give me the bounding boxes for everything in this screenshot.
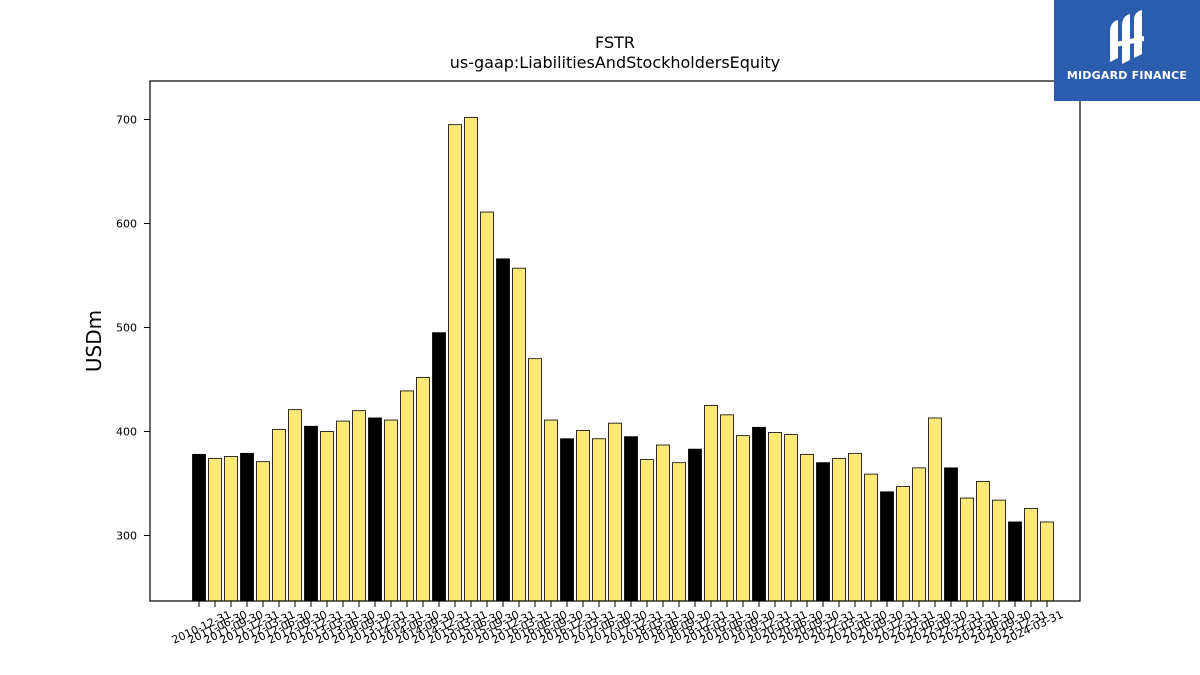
- bar-2011-03-31: [208, 458, 222, 602]
- bar-2023-03-31: [976, 480, 990, 602]
- bar-2011-09-30: [240, 452, 254, 602]
- bar-2023-06-30: [992, 499, 1006, 602]
- bar-2013-03-31: [336, 420, 350, 602]
- bar-2019-03-31: [720, 414, 734, 602]
- bar-2014-09-30: [432, 332, 446, 602]
- bar-2017-09-30: [624, 436, 638, 602]
- bar-2015-06-30: [480, 211, 494, 602]
- bar-2011-12-31: [256, 461, 270, 602]
- midgard-logo-icon: [1110, 10, 1144, 64]
- bar-2013-06-30: [352, 410, 366, 602]
- bar-2023-12-31: [1024, 508, 1038, 602]
- bar-2020-12-31: [832, 458, 846, 602]
- bar-2022-09-30: [944, 467, 958, 602]
- bar-2016-03-31: [528, 358, 542, 602]
- y-tick-label-600: 600: [116, 217, 137, 230]
- bar-2020-06-30: [800, 453, 814, 602]
- brand-logo: MIDGARD FINANCE: [1054, 0, 1200, 101]
- bar-2017-06-30: [608, 422, 622, 602]
- y-axis: 300 400 500 600 700: [116, 113, 150, 542]
- bar-2014-12-31: [448, 124, 462, 602]
- bar-2015-03-31: [464, 117, 478, 602]
- bar-2017-03-31: [592, 438, 606, 602]
- bar-2012-12-31: [320, 431, 334, 602]
- bar-2012-06-30: [288, 409, 302, 602]
- bar-2017-12-31: [640, 459, 654, 602]
- bar-2019-06-30: [736, 435, 750, 602]
- bar-2022-06-30: [928, 417, 942, 602]
- bar-2024-03-31: [1040, 521, 1054, 602]
- y-tick-label-400: 400: [116, 425, 137, 438]
- bar-2014-06-30: [416, 376, 430, 602]
- bar-2020-03-31: [784, 434, 798, 602]
- chart-title: FSTR: [595, 33, 635, 52]
- bar-2018-06-30: [672, 462, 686, 602]
- x-axis: 2010-12-312011-06-302011-09-302011-12-31…: [170, 601, 1065, 647]
- bar-2018-09-30: [688, 448, 702, 602]
- plot-frame: [149, 80, 1081, 602]
- bar-2019-09-30: [752, 426, 766, 602]
- bar-2020-09-30: [816, 462, 830, 602]
- bar-2014-03-31: [400, 390, 414, 602]
- bar-2016-12-31: [576, 430, 590, 602]
- bar-2022-03-31: [912, 467, 926, 602]
- bar-2013-09-30: [368, 417, 382, 602]
- bars-group: [192, 117, 1054, 602]
- bar-2021-03-31: [848, 452, 862, 602]
- bar-2018-12-31: [704, 405, 718, 602]
- bar-2016-06-30: [544, 419, 558, 602]
- bar-2011-06-30: [224, 456, 238, 602]
- bar-2015-12-31: [512, 267, 526, 602]
- bar-2021-06-30: [864, 473, 878, 602]
- bar-2018-03-31: [656, 444, 670, 602]
- bar-2012-09-30: [304, 425, 318, 602]
- bar-2021-12-31: [896, 486, 910, 602]
- bar-2012-03-31: [272, 428, 286, 602]
- bar-2015-09-30: [496, 258, 510, 602]
- bar-2013-12-31: [384, 419, 398, 602]
- bar-2016-09-30: [560, 438, 574, 602]
- chart-subtitle: us-gaap:LiabilitiesAndStockholdersEquity: [450, 53, 781, 72]
- bar-2023-09-30: [1008, 521, 1022, 602]
- y-tick-label-700: 700: [116, 113, 137, 126]
- bar-2010-12-31: [192, 453, 206, 602]
- y-tick-label-300: 300: [116, 529, 137, 542]
- bar-2021-09-30: [880, 491, 894, 602]
- y-axis-label: USDm: [82, 310, 106, 372]
- bar-2019-12-31: [768, 432, 782, 602]
- bar-2022-12-31: [960, 497, 974, 602]
- brand-name: MIDGARD FINANCE: [1066, 69, 1188, 82]
- y-tick-label-500: 500: [116, 321, 137, 334]
